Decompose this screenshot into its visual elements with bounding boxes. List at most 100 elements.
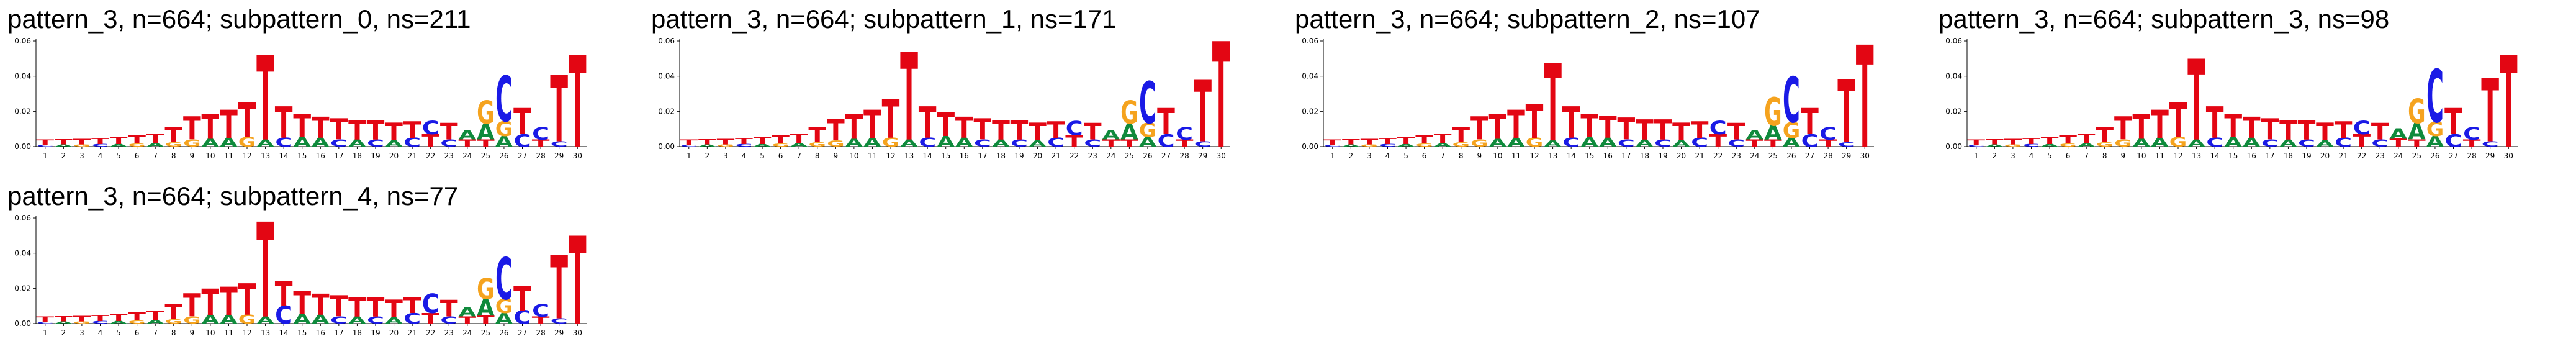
logo-letter-T: T <box>1415 134 1433 147</box>
logo-letter-G: G <box>2408 92 2426 131</box>
x-tick-label: 6 <box>135 152 140 160</box>
logo-letter-C: C <box>367 315 384 326</box>
logo-letter-A: A <box>146 142 164 148</box>
x-tick-label: 13 <box>2192 152 2201 160</box>
x-tick-label: 6 <box>135 329 140 337</box>
logo-letter-G: G <box>2059 143 2077 148</box>
logo-letter-A: A <box>2316 138 2334 148</box>
logo-letter-T: T <box>2243 112 2261 145</box>
logo-letter-C: C <box>1084 138 1101 149</box>
sequence-logo-svg: 0.000.020.040.061 2 3 4 5 6 7 8 9 10 11 12 13 14 15 16 1… <box>1945 36 2518 169</box>
logo-letter-T: T <box>1342 138 1360 147</box>
logo-letter-A: A <box>110 143 128 148</box>
logo-letter-G: G <box>164 141 182 148</box>
logo-letter-A: A <box>1544 138 1562 148</box>
logo-letter-A: A <box>1581 135 1599 150</box>
logo-letter-A: A <box>1672 138 1690 148</box>
x-tick-label: 8 <box>1459 152 1464 160</box>
logo-letter-A: A <box>2279 138 2297 149</box>
logo-letter-C: C <box>1654 138 1672 149</box>
x-tick-label: 10 <box>1493 152 1502 160</box>
logo-letter-A: A <box>2187 138 2205 149</box>
logo-letter-T: T <box>1967 138 1985 147</box>
x-tick-label: 29 <box>1842 152 1851 160</box>
logo-letter-A: A <box>256 315 274 326</box>
logo-letter-T: T <box>1819 138 1837 149</box>
x-tick-label: 2 <box>1993 152 1997 160</box>
x-tick-label: 29 <box>2485 152 2495 160</box>
logo-letter-T: T <box>128 311 146 324</box>
x-tick-label: 12 <box>1529 152 1539 160</box>
logo-letter-C: C <box>680 145 698 147</box>
x-tick-label: 5 <box>116 329 121 337</box>
logo-letter-G: G <box>772 143 790 148</box>
x-tick-label: 17 <box>1621 152 1631 160</box>
x-tick-label: 27 <box>1161 152 1171 160</box>
axis-spines <box>679 39 1230 147</box>
x-tick-label: 23 <box>2376 152 2385 160</box>
x-tick-label: 18 <box>996 152 1006 160</box>
empty-cell <box>1931 177 2575 354</box>
x-tick-label: 6 <box>778 152 783 160</box>
x-tick-label: 2 <box>61 152 66 160</box>
logo-letter-A: A <box>2078 142 2096 148</box>
logo-letter-T: T <box>330 291 348 324</box>
logo-letter-T: T <box>680 138 698 147</box>
logo-letter-T: T <box>146 308 164 324</box>
logo-letter-T: T <box>1654 115 1672 147</box>
logo-letter-T: T <box>863 102 881 148</box>
logo-letter-G: G <box>164 318 182 325</box>
x-tick-label: 27 <box>518 329 527 337</box>
logo-letter-T: T <box>2371 119 2389 145</box>
axis-ticks <box>33 217 578 327</box>
logo-letter-G: G <box>495 295 513 318</box>
logo-letter-T: T <box>421 132 439 151</box>
logo-letter-T: T <box>1120 138 1138 149</box>
x-tick-label: 22 <box>2357 152 2366 160</box>
logo-letter-T: T <box>772 134 790 147</box>
logo-letter-T: T <box>312 289 330 322</box>
sequence-logo-chart: 0.00 0.02 0.04 0.06 1 2 3 4 5 6 7 8 9 10 11 12 13 14 15 16 1… <box>6 213 644 346</box>
logo-letter-T: T <box>937 107 955 145</box>
x-tick-label: 29 <box>554 152 564 160</box>
logo-letter-T: T <box>36 315 54 324</box>
y-tick-label: 0.02 <box>658 107 675 116</box>
x-tick-label: 20 <box>1677 152 1686 160</box>
logo-letter-C: C <box>2426 56 2444 139</box>
x-tick-label: 16 <box>2247 152 2256 160</box>
logo-letter-A: A <box>2243 135 2261 150</box>
logo-letter-A: A <box>1764 122 1782 144</box>
logo-letter-T: T <box>348 293 366 323</box>
x-tick-label: 30 <box>1860 152 1870 160</box>
logo-letter-T: T <box>275 276 293 315</box>
logo-letter-T: T <box>367 116 385 146</box>
logo-letter-A: A <box>2041 143 2059 148</box>
logo-letter-T: T <box>183 288 201 324</box>
logo-letter-G: G <box>1470 138 1488 149</box>
y-tick-label: 0.00 <box>1302 142 1318 151</box>
logo-letter-T: T <box>385 118 403 147</box>
logo-letter-T: T <box>458 138 476 149</box>
x-tick-label: 4 <box>98 329 103 337</box>
logo-letter-T: T <box>754 135 772 147</box>
x-tick-label: 21 <box>1695 152 1704 160</box>
logo-letter-C: C <box>1011 138 1028 149</box>
x-tick-label: 19 <box>1014 152 1024 160</box>
logo-letter-T: T <box>2298 116 2316 146</box>
logo-letter-T: T <box>2169 93 2187 149</box>
y-tick-label: 0.04 <box>658 72 675 81</box>
logo-letter-T: T <box>919 98 937 148</box>
x-tick-label: 22 <box>426 152 435 160</box>
x-tick-label: 24 <box>2394 152 2403 160</box>
x-tick-label: 11 <box>2155 152 2164 160</box>
x-tick-label: 17 <box>334 329 343 337</box>
x-tick-label: 28 <box>536 329 545 337</box>
x-tick-label: 1 <box>1974 152 1979 160</box>
logo-letter-A: A <box>1636 138 1654 149</box>
logo-letter-T: T <box>2444 101 2462 143</box>
logo-letter-C: C <box>92 320 109 325</box>
x-tick-label: 23 <box>444 329 454 337</box>
x-tick-label: 20 <box>389 152 399 160</box>
